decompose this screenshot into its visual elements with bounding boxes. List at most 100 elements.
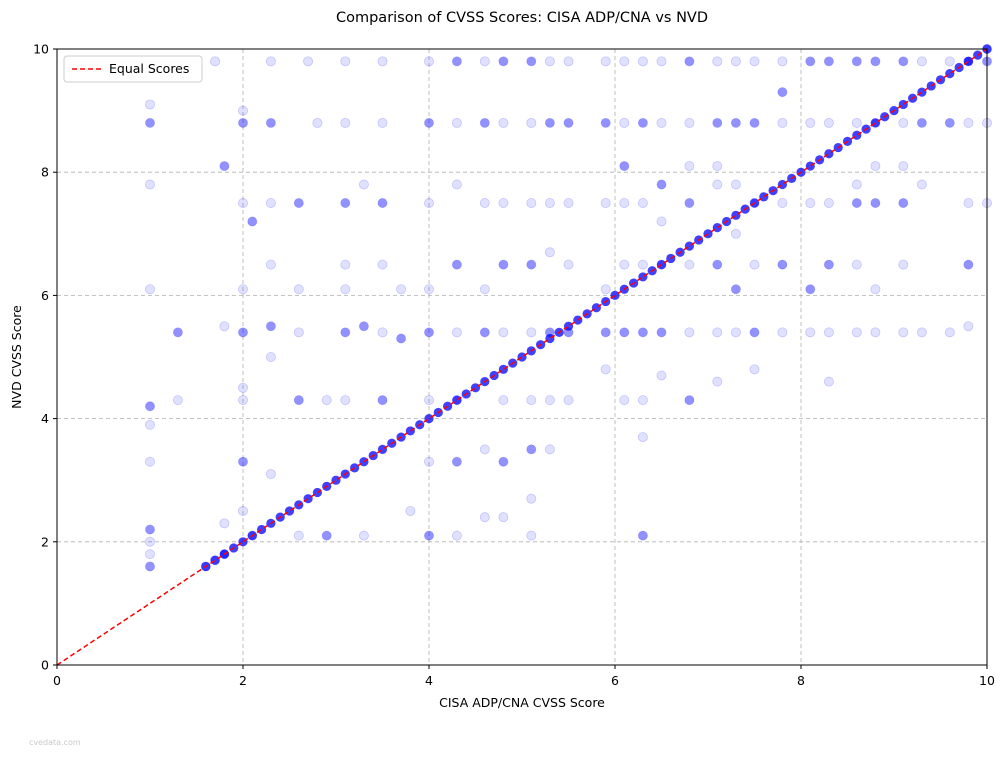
data-point xyxy=(237,327,248,338)
data-point xyxy=(293,197,304,208)
data-point-dense xyxy=(294,198,304,208)
data-point-dense xyxy=(870,56,881,66)
data-point-dense xyxy=(545,118,555,128)
data-point xyxy=(144,561,155,572)
data-point xyxy=(916,179,927,190)
data-point xyxy=(916,56,927,67)
data-point xyxy=(144,549,155,560)
data-point xyxy=(777,259,788,270)
data-point xyxy=(451,117,462,128)
data-point-dense xyxy=(424,531,434,541)
equal-score-point xyxy=(898,99,908,110)
data-point-dense xyxy=(749,118,760,128)
data-point xyxy=(144,536,155,547)
data-point-dense xyxy=(898,56,908,66)
data-point xyxy=(619,327,630,338)
data-point xyxy=(377,395,388,406)
data-point xyxy=(498,259,509,270)
data-point-dense xyxy=(498,56,508,66)
data-point xyxy=(563,259,574,270)
data-point xyxy=(293,395,304,406)
x-tick-label: 0 xyxy=(53,673,61,688)
data-point-dense xyxy=(424,118,434,128)
y-axis-label: NVD CVSS Score xyxy=(9,305,24,409)
data-point-dense xyxy=(452,56,462,66)
data-point xyxy=(749,56,760,67)
data-point xyxy=(498,56,509,67)
data-point xyxy=(237,197,248,208)
data-point xyxy=(637,395,648,406)
data-point xyxy=(498,327,509,338)
x-tick-label: 10 xyxy=(979,673,995,688)
equal-score-point xyxy=(805,161,815,171)
data-point xyxy=(377,327,388,338)
equal-score-point xyxy=(303,494,313,504)
data-point xyxy=(823,259,834,270)
data-point xyxy=(963,259,974,270)
data-point xyxy=(144,117,155,128)
data-point xyxy=(237,105,248,116)
data-point xyxy=(777,197,788,208)
data-point xyxy=(870,197,881,208)
data-point-dense xyxy=(963,260,974,270)
data-point xyxy=(526,530,537,541)
data-point xyxy=(358,321,369,332)
data-point xyxy=(237,505,248,516)
data-point xyxy=(777,87,788,98)
equal-score-point xyxy=(284,506,295,516)
data-point-dense xyxy=(731,118,741,128)
data-point xyxy=(944,56,955,67)
data-point xyxy=(684,259,695,270)
data-point xyxy=(898,117,909,128)
data-point xyxy=(219,518,230,529)
data-point xyxy=(265,321,276,332)
data-point xyxy=(851,197,862,208)
data-point xyxy=(451,259,462,270)
data-point xyxy=(712,376,723,387)
data-point xyxy=(730,56,741,67)
data-point xyxy=(144,99,155,110)
data-point xyxy=(805,56,816,67)
data-point xyxy=(749,327,760,338)
data-point xyxy=(656,56,667,67)
data-point-dense xyxy=(526,444,536,454)
data-point-dense xyxy=(145,524,155,535)
y-tick-label: 0 xyxy=(41,658,49,673)
data-point xyxy=(479,197,490,208)
data-point xyxy=(340,327,351,338)
data-point xyxy=(526,395,537,406)
data-point xyxy=(544,395,555,406)
data-point xyxy=(479,327,490,338)
equal-score-point xyxy=(498,364,508,374)
data-point xyxy=(237,117,248,128)
data-point xyxy=(544,197,555,208)
data-point-dense xyxy=(824,260,834,270)
data-point-dense xyxy=(749,327,760,337)
equal-scores-line xyxy=(56,48,988,666)
data-point-dense xyxy=(173,327,183,337)
data-point-dense xyxy=(684,395,695,405)
data-point xyxy=(219,161,230,172)
data-point xyxy=(396,333,407,344)
data-point xyxy=(805,327,816,338)
equal-score-point xyxy=(424,414,434,424)
data-point-dense xyxy=(480,327,490,337)
data-point xyxy=(684,327,695,338)
data-point-dense xyxy=(266,118,276,128)
data-point xyxy=(144,419,155,430)
data-point xyxy=(777,117,788,128)
data-point-dense xyxy=(898,198,908,208)
data-point-dense xyxy=(294,395,304,405)
legend-box xyxy=(63,55,203,83)
data-point xyxy=(498,197,509,208)
data-point-dense xyxy=(238,457,248,467)
data-point xyxy=(479,284,490,295)
data-point xyxy=(237,284,248,295)
data-point-dense xyxy=(424,327,434,337)
data-point-dense xyxy=(601,118,611,128)
data-point-dense xyxy=(340,198,350,208)
data-point-dense xyxy=(480,118,490,128)
data-point xyxy=(898,259,909,270)
data-point-dense xyxy=(452,457,462,467)
data-point xyxy=(712,327,723,338)
